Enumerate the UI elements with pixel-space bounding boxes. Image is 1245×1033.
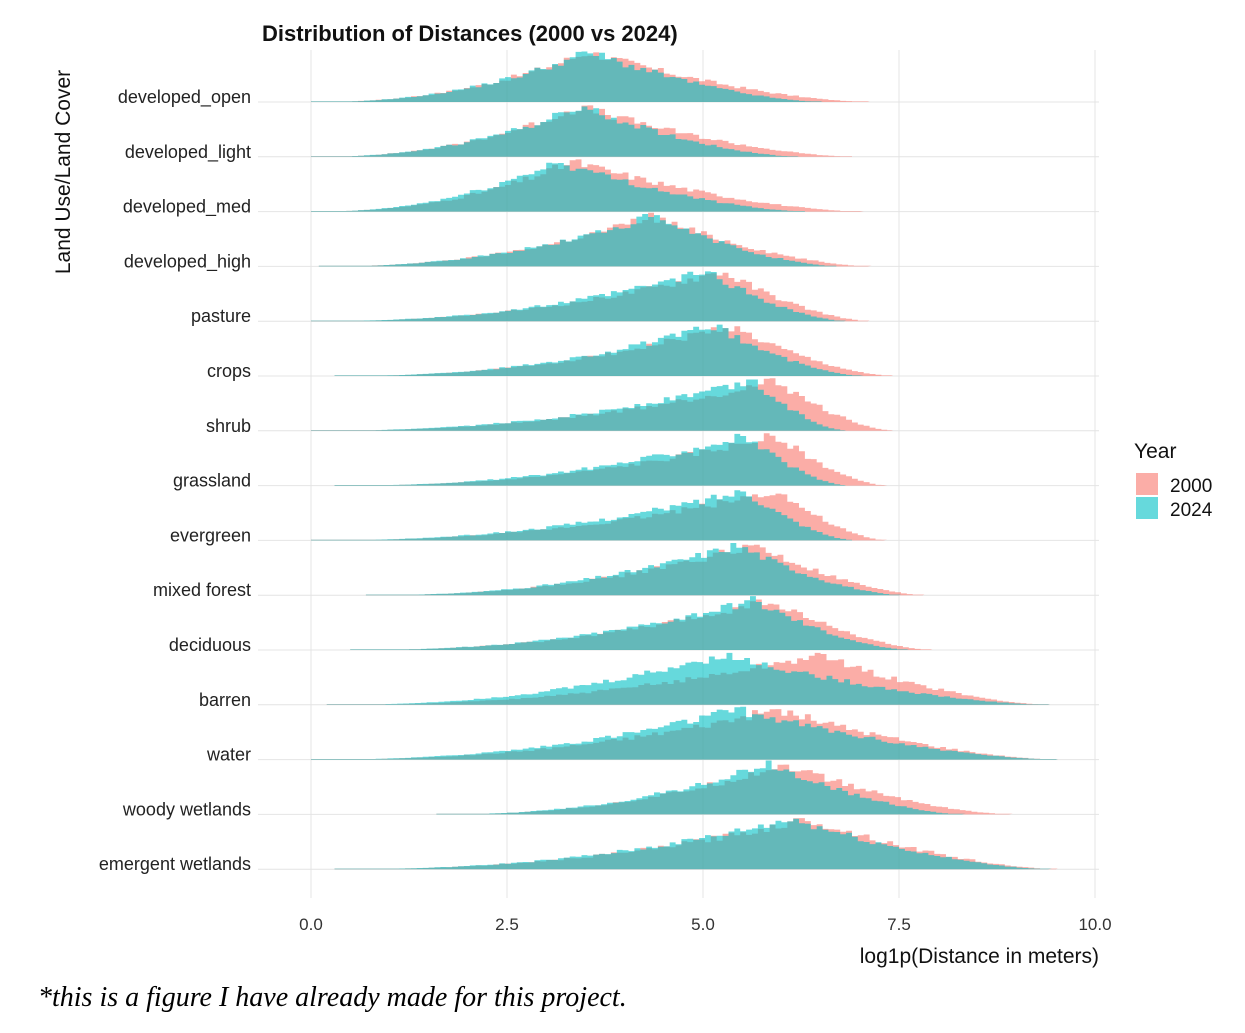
ridge-2024-deciduous [350,596,909,650]
legend-key-2000 [1136,473,1158,495]
category-label: grassland [173,471,251,491]
category-label: developed_high [124,251,251,272]
legend-title: Year [1134,440,1176,463]
x-axis-ticks: 0.0 2.5 5.0 7.5 10.0 [299,915,1111,934]
ridge-2024-developed_med [311,162,805,212]
category-label: barren [199,690,251,710]
category-label: water [206,745,251,765]
x-tick-label: 7.5 [887,915,911,934]
legend: Year 2000 2024 [1134,440,1213,521]
ridge-2024-pasture [311,271,847,322]
category-label: crops [207,361,251,381]
ridge-2024-developed_light [311,106,799,157]
category-label: emergent wetlands [99,854,251,874]
figure-caption: *this is a figure I have already made fo… [38,982,627,1013]
ridge-2024-shrub [311,379,847,431]
ridge-2024-mixed-forest [365,543,901,596]
ridge-2024-water [311,706,1058,760]
ridge-2024-grassland [334,433,847,486]
x-tick-label: 2.5 [495,915,519,934]
ridgeline-chart: developed_open developed_light developed_m… [52,21,1213,968]
x-tick-label: 5.0 [691,915,715,934]
category-labels: developed_open developed_light developed_m… [99,87,251,874]
ridge-2024-woody-wetlands [436,760,966,815]
x-tick-label: 0.0 [299,915,323,934]
chart-title: Distribution of Distances (2000 vs 2024) [262,21,678,46]
y-axis-title: Land Use/Land Cover [52,70,75,274]
category-label: mixed forest [153,580,251,600]
ridge-2024-emergent-wetlands [334,818,1052,870]
category-label: pasture [191,306,251,326]
ridges [311,51,1058,870]
category-label: woody wetlands [122,799,251,819]
ridge-2024-evergreen [311,490,852,541]
category-label: deciduous [169,635,251,655]
x-axis-title: log1p(Distance in meters) [860,945,1099,968]
ridge-2024-developed_open [311,51,823,102]
legend-label-2024: 2024 [1170,500,1213,521]
x-tick-label: 10.0 [1078,915,1111,934]
category-label: shrub [206,416,251,436]
category-label: developed_med [123,197,251,218]
category-label: evergreen [170,525,251,545]
ridge-2024-crops [334,324,864,376]
ridge-2024-barren [326,652,1050,705]
ridge-2024-developed_high [318,214,837,267]
category-label: developed_light [125,142,251,163]
legend-key-2024 [1136,497,1158,519]
category-label: developed_open [118,87,251,108]
legend-label-2000: 2000 [1170,476,1212,497]
